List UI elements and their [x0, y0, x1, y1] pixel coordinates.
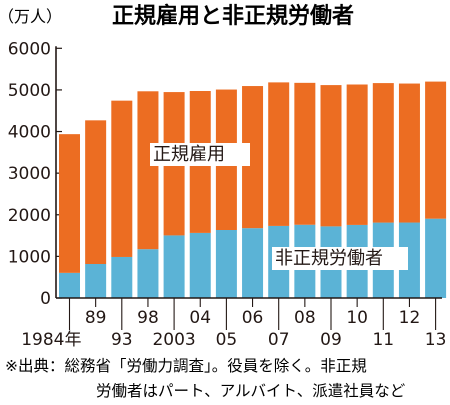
bar-regular	[425, 81, 447, 219]
y-tick-label: 6000	[8, 39, 51, 59]
x-tick-label: 2003	[152, 330, 195, 350]
bar-regular	[346, 84, 368, 225]
bar-regular	[372, 83, 394, 223]
bar-nonregular	[111, 256, 133, 298]
x-tick-label: 11	[372, 330, 394, 350]
bar-nonregular	[398, 222, 420, 298]
y-axis-ticks: 0 1000 2000 3000 4000 5000 6000	[8, 39, 62, 309]
source-note-line2: 労働者はパート、アルバイト、派遣社員など	[96, 382, 406, 400]
series-label-regular-bg	[150, 143, 250, 166]
x-tick-label: 12	[399, 308, 421, 328]
x-tick-label: 89	[85, 308, 107, 328]
bar-nonregular	[242, 228, 264, 298]
bar-regular	[137, 91, 159, 250]
x-tick-label: 13	[425, 330, 447, 350]
bar-nonregular	[137, 249, 159, 298]
y-tick-label: 5000	[8, 81, 51, 101]
bar-regular	[320, 85, 342, 227]
y-tick-label: 2000	[8, 206, 51, 226]
x-tick-label: 93	[111, 330, 133, 350]
y-tick-label: 0	[40, 289, 51, 309]
bar-regular	[268, 82, 290, 226]
source-note-line1: ※出典：総務省「労働力調査」。役員を除く。非正規	[5, 357, 367, 375]
bar-nonregular	[189, 232, 211, 298]
y-tick-label: 1000	[8, 247, 51, 267]
bar-nonregular	[163, 235, 185, 298]
axes	[55, 46, 442, 299]
bar-regular	[111, 100, 133, 257]
series-label-nonregular: 非正規労働者	[275, 248, 383, 269]
x-tick-label: 05	[216, 330, 238, 350]
series-label-regular: 正規雇用	[153, 144, 225, 165]
x-tick-label: 1984年	[21, 330, 81, 350]
bar-nonregular	[425, 218, 447, 298]
y-tick-label: 4000	[8, 123, 51, 143]
x-tick-label: 09	[320, 330, 342, 350]
x-tick-label: 10	[346, 308, 368, 328]
y-tick-label: 3000	[8, 164, 51, 184]
x-tick-label: 08	[294, 308, 316, 328]
bar-regular	[85, 120, 107, 264]
y-axis-unit: （万人）	[0, 7, 62, 26]
x-tick-label: 04	[189, 308, 211, 328]
x-tick-label: 07	[268, 330, 290, 350]
chart-title: 正規雇用と非正規労働者	[112, 3, 354, 29]
bar-regular	[398, 83, 420, 223]
bar-regular	[242, 86, 264, 229]
bar-nonregular	[85, 263, 107, 298]
bar-nonregular	[59, 272, 80, 298]
bar-regular	[294, 82, 316, 225]
bar-nonregular	[215, 229, 237, 298]
bar-regular	[59, 134, 80, 273]
series-label-nonregular-bg	[272, 247, 408, 270]
x-tick-label: 06	[242, 308, 264, 328]
x-tick-label: 98	[137, 308, 159, 328]
